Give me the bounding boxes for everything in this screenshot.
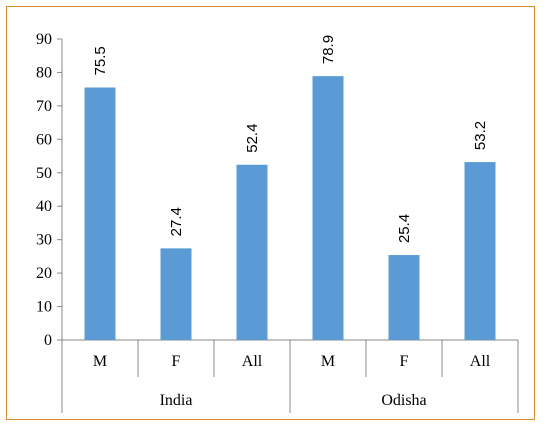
x-category-label: M	[93, 353, 107, 370]
bar	[312, 76, 344, 340]
x-category-label: F	[400, 353, 409, 370]
axes: 0 10 20 30 40 50 60 70 80 90	[36, 31, 519, 413]
bar-data-label: 78.9	[320, 35, 337, 64]
bar-data-label: 53.2	[472, 121, 489, 150]
y-tick-label: 80	[36, 64, 52, 81]
x-group-label: Odisha	[381, 392, 426, 409]
y-tick-label: 90	[36, 31, 52, 48]
y-tick-label: 10	[36, 299, 52, 316]
x-category-label: All	[470, 353, 491, 370]
y-tick-label: 0	[44, 332, 52, 349]
bar	[84, 87, 116, 340]
y-tick-label: 20	[36, 265, 52, 282]
x-group-label: India	[160, 392, 193, 409]
labels: 75.5 M 27.4 F 52.4 All 78.9 M 25.4 F 53.2 All India O…	[92, 35, 491, 409]
bar-data-label: 75.5	[92, 46, 109, 75]
x-category-label: All	[242, 353, 263, 370]
bar-data-label: 52.4	[244, 124, 261, 153]
bars	[84, 76, 496, 340]
y-tick-label: 30	[36, 232, 52, 249]
bar	[160, 248, 192, 340]
bar	[236, 164, 268, 340]
x-category-label: M	[321, 353, 335, 370]
bar-data-label: 25.4	[396, 214, 413, 243]
bar-data-label: 27.4	[168, 207, 185, 236]
y-tick-label: 40	[36, 198, 52, 215]
y-tick-label: 70	[36, 98, 52, 115]
bar	[388, 255, 420, 340]
x-category-label: F	[172, 353, 181, 370]
y-tick-label: 50	[36, 165, 52, 182]
bar	[464, 162, 496, 340]
y-tick-label: 60	[36, 131, 52, 148]
